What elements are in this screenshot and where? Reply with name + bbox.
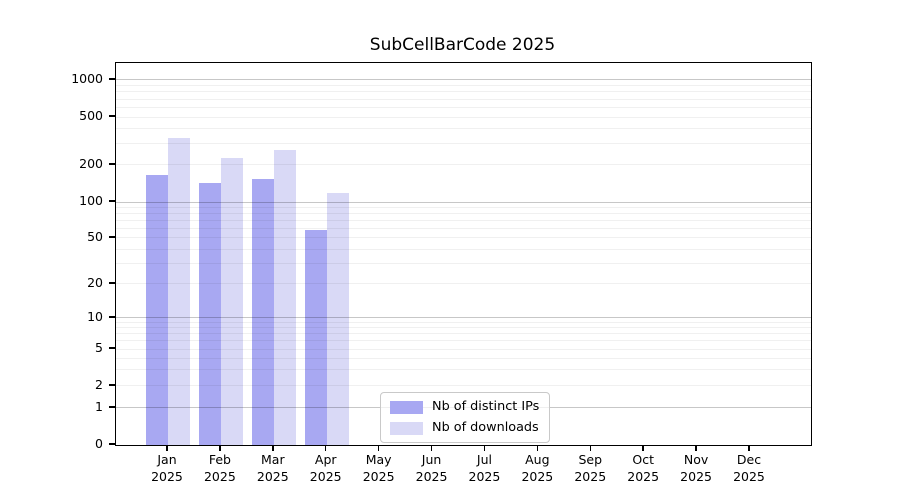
x-tick-label-year: 2025	[521, 468, 554, 484]
x-tick-label-month: Jul	[476, 452, 492, 467]
x-tick-label-year: 2025	[151, 468, 183, 484]
y-tick-label: 20	[87, 274, 103, 290]
x-tick-label-year: 2025	[415, 468, 448, 484]
x-tick-label: Nov 2025	[664, 452, 728, 485]
x-tick-label-month: Oct	[632, 452, 654, 467]
bar-distinct-ips-mar	[251, 179, 274, 445]
x-tick-label-year: 2025	[680, 468, 712, 484]
y-tick-label: 10	[87, 308, 103, 324]
legend-swatch-downloads-icon	[390, 421, 423, 435]
legend: Nb of distinct IPs Nb of downloads	[380, 392, 551, 443]
x-tick-label: Mar 2025	[241, 452, 305, 485]
bar-downloads-apr	[326, 193, 349, 445]
x-tick-label: Jul 2025	[452, 452, 516, 485]
x-tick-label-month: Aug	[525, 452, 550, 467]
bar-downloads-jan	[167, 138, 190, 445]
x-tick-label-year: 2025	[309, 468, 342, 484]
x-tick-label: Dec 2025	[717, 452, 781, 485]
bar-distinct-ips-feb	[198, 182, 221, 445]
x-tick-label-month: Jun	[421, 452, 442, 467]
y-tick-label: 50	[87, 228, 103, 244]
x-tick-label-year: 2025	[733, 468, 765, 484]
x-tick-label-month: Nov	[683, 452, 709, 467]
y-tick-label: 1	[95, 398, 103, 414]
legend-swatch-distinct-ips-icon	[390, 400, 423, 414]
x-tick-label-month: Dec	[736, 452, 762, 467]
y-tick-label: 1000	[71, 70, 103, 86]
x-tick-label: Feb 2025	[188, 452, 252, 485]
y-tick-label: 5	[95, 340, 103, 355]
x-tick-label: May 2025	[347, 452, 411, 485]
x-tick-label-month: Apr	[314, 452, 337, 467]
x-tick-label-year: 2025	[362, 468, 395, 484]
chart-title: SubCellBarCode 2025	[369, 35, 556, 55]
x-tick-label-month: Jan	[157, 452, 177, 467]
legend-item-downloads: Nb of downloads	[390, 420, 539, 436]
x-tick-label-year: 2025	[256, 468, 289, 484]
x-tick-label-month: Mar	[261, 452, 285, 467]
legend-label-downloads: Nb of downloads	[432, 420, 539, 435]
x-tick-label: Oct 2025	[611, 452, 675, 485]
x-tick-label: Jun 2025	[400, 452, 464, 485]
x-tick-label: Sep 2025	[558, 452, 622, 485]
legend-item-distinct-ips: Nb of distinct IPs	[390, 399, 539, 415]
x-tick-label-year: 2025	[468, 468, 501, 484]
bar-downloads-mar	[273, 150, 296, 445]
y-tick-label: 200	[79, 155, 103, 171]
x-tick-label-year: 2025	[203, 468, 236, 484]
y-tick-label: 0	[95, 436, 103, 451]
y-tick-label: 100	[79, 193, 103, 208]
legend-label-distinct-ips: Nb of distinct IPs	[432, 399, 540, 414]
bar-distinct-ips-apr	[304, 230, 327, 445]
x-tick-label-year: 2025	[574, 468, 607, 484]
x-tick-label-month: Sep	[578, 452, 603, 467]
plot-area: Nb of distinct IPs Nb of downloads	[115, 62, 812, 446]
bar-downloads-feb	[220, 158, 243, 445]
x-tick-label: Apr 2025	[294, 452, 358, 485]
y-tick-label: 2	[95, 376, 103, 392]
x-tick-label-month: Feb	[208, 452, 231, 467]
x-tick-label: Aug 2025	[505, 452, 569, 485]
y-tick-label: 500	[79, 108, 103, 123]
bar-distinct-ips-jan	[145, 175, 168, 445]
bars-layer	[116, 63, 811, 445]
x-tick-label: Jan 2025	[135, 452, 199, 485]
x-tick-label-year: 2025	[627, 468, 660, 484]
x-tick-label-month: May	[365, 452, 392, 467]
